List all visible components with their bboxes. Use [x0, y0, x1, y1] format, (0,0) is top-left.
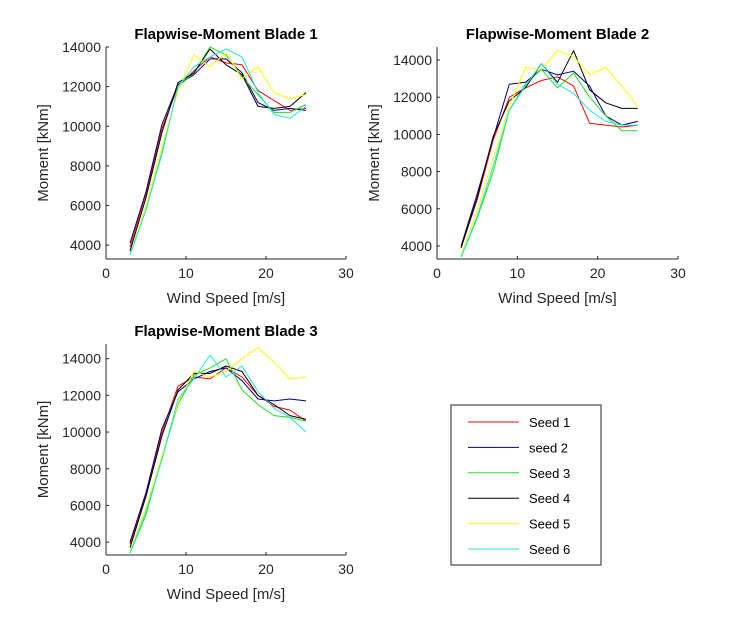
y-tick-label: 4000 [70, 534, 101, 550]
x-tick-label: 30 [338, 265, 354, 281]
x-tick-label: 30 [338, 561, 354, 577]
subplot-blade-2: 0 10 20 30 4000 6000 8000 10000 12000 14000 Flapwi… [366, 26, 686, 307]
legend-label: Seed 5 [529, 517, 570, 532]
y-tick-label: 12000 [62, 387, 101, 403]
series-line-seed-5 [129, 347, 307, 552]
x-tick-label: 20 [258, 561, 274, 577]
y-tick-label: 8000 [70, 461, 101, 477]
y-tick-label: 14000 [62, 39, 101, 55]
x-axis-label: Wind Speed [m/s] [167, 290, 285, 307]
y-axis-label: Moment [kNm] [35, 401, 52, 499]
x-tick-label: 10 [510, 265, 526, 281]
subplots: 0 10 20 30 4000 6000 8000 10000 12000 14000 Flapwi… [35, 26, 686, 603]
y-tick-label: 4000 [401, 238, 432, 254]
legend-label: Seed 4 [529, 491, 570, 506]
y-tick-label: 12000 [62, 79, 101, 95]
series-line-seed-5 [460, 50, 639, 256]
series-line-seed-6 [129, 48, 307, 256]
series-line-seed-5 [129, 52, 307, 256]
x-axis-label: Wind Speed [m/s] [498, 290, 616, 307]
plot-title: Flapwise-Moment Blade 2 [466, 26, 649, 43]
x-tick-label: 30 [670, 265, 686, 281]
x-tick-label: 20 [258, 265, 274, 281]
x-axis-label: Wind Speed [m/s] [167, 586, 285, 603]
x-tick-label: 20 [590, 265, 606, 281]
legend-label: Seed 3 [529, 466, 570, 481]
series-line-seed-6 [129, 354, 307, 554]
y-axis-label: Moment [kNm] [366, 104, 383, 202]
series-line-seed-3 [460, 68, 638, 258]
series-line-seed-4 [460, 50, 638, 248]
legend-label: Seed 1 [529, 415, 570, 430]
legend-entry: Seed 3 [468, 466, 570, 481]
legend-label: seed 2 [529, 440, 568, 455]
y-tick-label: 6000 [401, 201, 432, 217]
x-tick-label: 10 [178, 265, 194, 281]
y-tick-label: 14000 [393, 52, 432, 68]
legend-entry: Seed 4 [468, 491, 570, 506]
series-line-seed-4 [129, 365, 307, 548]
x-tick-label: 0 [102, 561, 110, 577]
y-tick-label: 12000 [393, 89, 432, 105]
legend-entry: Seed 6 [468, 542, 570, 557]
subplot-blade-1: 0 10 20 30 4000 6000 8000 10000 12000 14000 Flapwi… [35, 26, 354, 307]
y-tick-label: 8000 [401, 164, 432, 180]
legend: Seed 1 seed 2 Seed 3 Seed 4 Seed 5 Seed 6 [450, 404, 602, 566]
legend-entry: seed 2 [468, 440, 568, 455]
y-tick-label: 10000 [62, 424, 101, 440]
plot-title: Flapwise-Moment Blade 3 [134, 323, 317, 340]
series-line-seed-6 [460, 63, 638, 258]
legend-label: Seed 6 [529, 542, 570, 557]
legend-box [450, 404, 602, 566]
x-tick-label: 10 [178, 561, 194, 577]
y-tick-label: 10000 [62, 118, 101, 134]
x-tick-label: 0 [433, 265, 441, 281]
x-tick-label: 0 [102, 265, 110, 281]
y-tick-label: 14000 [62, 351, 101, 367]
y-tick-label: 8000 [70, 158, 101, 174]
series-line-seed-2 [129, 58, 307, 244]
series-line-seed-1 [129, 367, 307, 545]
y-tick-label: 4000 [70, 237, 101, 253]
plot-title: Flapwise-Moment Blade 1 [134, 26, 317, 43]
y-tick-label: 10000 [393, 126, 432, 142]
y-tick-label: 6000 [70, 198, 101, 214]
legend-entry: Seed 1 [468, 415, 570, 430]
legend-entry: Seed 5 [468, 517, 570, 532]
y-tick-label: 6000 [70, 497, 101, 513]
subplot-blade-3: 0 10 20 30 4000 6000 8000 10000 12000 14000 Flapwi… [35, 323, 354, 603]
y-axis-label: Moment [kNm] [35, 104, 52, 202]
series-line-seed-4 [129, 48, 307, 252]
